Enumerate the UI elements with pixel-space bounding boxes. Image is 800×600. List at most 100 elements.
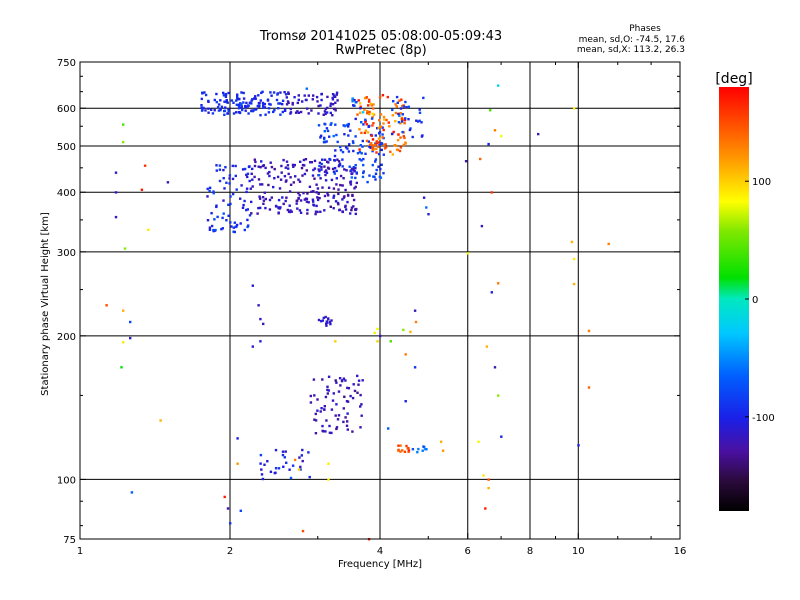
data-point — [319, 104, 322, 107]
data-point — [279, 102, 282, 105]
data-point — [342, 177, 345, 180]
data-point — [334, 149, 337, 152]
data-point — [497, 84, 500, 87]
data-point — [331, 103, 335, 106]
data-point — [264, 166, 267, 170]
data-point — [417, 447, 420, 451]
data-point — [327, 375, 331, 378]
colorbar: [deg] 100 0 -100 — [715, 71, 775, 511]
data-point — [397, 444, 400, 447]
data-point — [314, 210, 318, 213]
data-point — [270, 94, 273, 97]
data-point — [316, 187, 320, 190]
data-point — [441, 449, 445, 452]
data-point — [332, 194, 336, 197]
data-point — [387, 121, 390, 124]
data-point — [395, 105, 398, 108]
data-point — [349, 181, 352, 184]
data-point — [537, 132, 540, 136]
data-point — [375, 151, 378, 154]
data-point — [389, 150, 392, 153]
data-point — [341, 165, 344, 168]
data-point — [401, 130, 404, 134]
data-point — [337, 188, 340, 191]
data-point — [203, 91, 206, 94]
data-point — [256, 104, 259, 108]
data-point — [425, 206, 428, 209]
data-point — [275, 98, 279, 102]
data-point — [259, 114, 262, 117]
data-point — [317, 104, 320, 108]
data-point — [268, 208, 272, 211]
data-point — [360, 403, 363, 406]
data-point — [242, 101, 245, 104]
data-point — [371, 163, 374, 167]
data-point — [391, 114, 394, 117]
data-point — [257, 304, 260, 307]
data-point — [267, 111, 271, 114]
data-point — [332, 134, 335, 138]
data-point — [251, 98, 254, 101]
data-point — [378, 119, 381, 122]
data-point — [307, 451, 310, 454]
data-point — [388, 125, 391, 128]
data-point — [260, 160, 263, 163]
data-point — [260, 91, 263, 95]
data-point — [331, 98, 335, 101]
data-point — [222, 199, 225, 202]
data-point — [211, 112, 215, 115]
data-point — [329, 322, 332, 326]
data-point — [365, 123, 368, 126]
data-point — [293, 96, 296, 99]
data-point — [272, 110, 275, 114]
data-point — [329, 104, 332, 108]
data-point — [360, 159, 363, 162]
data-point — [418, 108, 421, 111]
data-point — [219, 108, 222, 112]
data-point — [285, 96, 288, 99]
data-point — [281, 99, 285, 102]
data-point — [236, 95, 239, 98]
data-point — [319, 210, 322, 213]
colorbar-ticks: 100 0 -100 — [745, 177, 775, 424]
data-point — [320, 168, 323, 171]
data-point — [347, 125, 350, 128]
data-point — [273, 109, 276, 112]
data-point — [288, 468, 291, 471]
data-point — [408, 128, 412, 132]
data-point — [302, 158, 306, 162]
data-point — [607, 242, 610, 246]
data-point — [275, 205, 278, 208]
data-point — [166, 181, 170, 184]
data-point — [215, 169, 218, 172]
data-point — [262, 106, 265, 109]
data-point — [318, 169, 321, 173]
y-axis-ticks: 75 100 200 300 400 500 600 750 — [57, 58, 680, 546]
data-point — [371, 144, 374, 147]
data-point — [213, 98, 216, 102]
data-point — [292, 165, 295, 168]
data-point — [386, 95, 389, 99]
data-point — [377, 145, 380, 148]
data-point — [381, 94, 385, 97]
data-point — [273, 177, 276, 180]
data-point — [306, 212, 309, 215]
data-point — [363, 131, 367, 135]
data-point — [350, 167, 354, 170]
data-point — [350, 208, 353, 212]
data-point — [283, 91, 286, 94]
data-point — [329, 123, 332, 126]
data-point — [407, 447, 410, 450]
y-tick-label: 75 — [63, 535, 76, 546]
data-point — [323, 158, 327, 161]
data-point — [333, 107, 337, 110]
data-point — [291, 163, 295, 167]
data-point — [296, 101, 299, 105]
data-point — [243, 199, 246, 203]
data-point — [376, 127, 379, 130]
data-point — [366, 131, 370, 134]
data-point — [307, 94, 310, 97]
data-point — [361, 175, 365, 179]
data-point — [372, 107, 375, 110]
data-point — [344, 204, 347, 208]
